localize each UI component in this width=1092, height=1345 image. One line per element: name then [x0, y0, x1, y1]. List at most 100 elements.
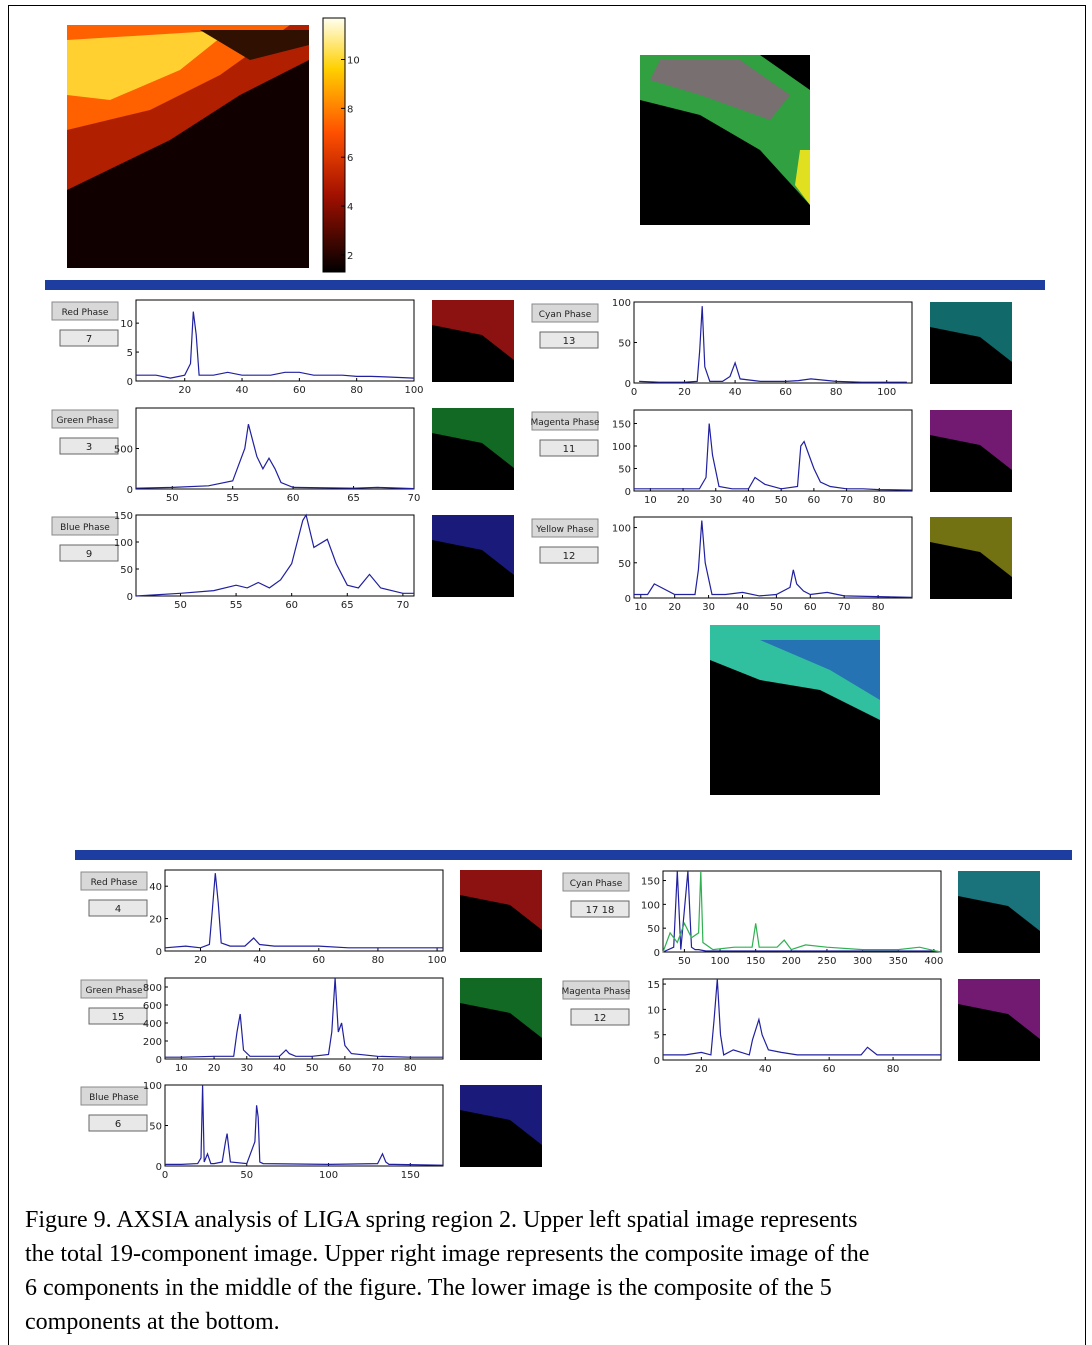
y-tick-label: 50 [618, 339, 631, 350]
phase-button [531, 518, 599, 538]
x-tick-label: 60 [312, 955, 325, 966]
y-tick-label: 10 [647, 1005, 660, 1016]
component-number: 6 [115, 1119, 121, 1130]
y-tick-label: 0 [127, 592, 133, 603]
y-tick-label: 100 [114, 538, 133, 549]
plot-area [633, 301, 913, 384]
phase-button-label: Magenta Phase [561, 987, 630, 997]
caption-line: Figure 9. AXSIA analysis of LIGA spring … [25, 1207, 858, 1233]
phase-button-label: Cyan Phase [570, 879, 623, 889]
figure-frame [8, 5, 1086, 1345]
x-tick-label: 70 [840, 495, 853, 506]
phase-button [80, 1086, 148, 1106]
spectrum-line [164, 873, 443, 949]
phase-button [531, 411, 599, 431]
x-tick-label: 30 [240, 1063, 253, 1074]
component-number: 12 [594, 1013, 607, 1024]
phase-image-band [460, 978, 542, 1038]
caption-line: the total 19-component image. Upper righ… [25, 1241, 870, 1267]
y-tick-label: 100 [143, 1081, 162, 1092]
component-box [88, 899, 148, 917]
x-tick-label: 50 [306, 1063, 319, 1074]
y-tick-label: 100 [641, 900, 660, 911]
x-tick-label: 100 [428, 955, 447, 966]
x-tick-label: 60 [293, 385, 306, 396]
phase-button [51, 409, 119, 429]
x-tick-label: 50 [775, 495, 788, 506]
phase-button-label: Green Phase [57, 416, 114, 426]
plot-area [662, 870, 942, 953]
y-tick-label: 0 [156, 1055, 162, 1066]
phase-button-label: Green Phase [86, 986, 143, 996]
x-tick-label: 60 [823, 1064, 836, 1075]
x-tick-label: 40 [729, 387, 742, 398]
y-tick-label: 500 [114, 445, 133, 456]
phase-button-label: Magenta Phase [530, 418, 599, 428]
x-tick-label: 100 [877, 387, 896, 398]
x-tick-label: 50 [240, 1170, 253, 1181]
y-tick-label: 100 [612, 298, 631, 309]
phase-button-label: Blue Phase [89, 1093, 139, 1103]
x-tick-label: 80 [372, 955, 385, 966]
y-tick-label: 5 [127, 348, 133, 359]
phase-image-band [930, 302, 1012, 362]
y-tick-label: 0 [625, 594, 631, 605]
phase-button [51, 301, 119, 321]
x-tick-label: 70 [408, 493, 421, 504]
colorbar-tick-label: 2 [347, 251, 353, 262]
y-tick-label: 50 [120, 565, 133, 576]
y-tick-label: 150 [114, 511, 133, 522]
x-tick-label: 60 [779, 387, 792, 398]
y-tick-label: 0 [654, 948, 660, 959]
component-box [88, 1114, 148, 1132]
x-tick-label: 10 [644, 495, 657, 506]
x-tick-label: 50 [174, 600, 187, 611]
y-tick-label: 200 [143, 1037, 162, 1048]
x-tick-label: 70 [371, 1063, 384, 1074]
y-tick-label: 10 [120, 319, 133, 330]
x-tick-label: 40 [273, 1063, 286, 1074]
x-tick-label: 400 [924, 956, 943, 967]
x-tick-label: 40 [236, 385, 249, 396]
composite-image-middle [710, 625, 880, 795]
separator [75, 850, 1072, 860]
y-tick-label: 50 [618, 465, 631, 476]
spectrum-line [663, 978, 941, 1056]
plot-area [662, 978, 942, 1061]
component-box [539, 546, 599, 564]
x-tick-label: 65 [341, 600, 354, 611]
spectrum-line [135, 424, 415, 490]
x-tick-label: 60 [808, 495, 821, 506]
caption-line: components at the bottom. [25, 1309, 280, 1335]
x-tick-label: 100 [319, 1170, 338, 1181]
plot-area [164, 977, 444, 1060]
phase-image-band [460, 870, 542, 930]
component-number: 13 [563, 336, 576, 347]
x-tick-label: 40 [253, 955, 266, 966]
y-tick-label: 150 [641, 877, 660, 888]
x-tick-label: 100 [404, 385, 423, 396]
colorbar-tick-label: 4 [347, 202, 353, 213]
x-tick-label: 150 [746, 956, 765, 967]
spectrum-line [662, 870, 942, 953]
phase-image-band [930, 517, 1012, 577]
colorbar-tick-label: 10 [347, 56, 360, 67]
x-tick-label: 100 [710, 956, 729, 967]
x-tick-label: 150 [401, 1170, 420, 1181]
x-tick-label: 300 [853, 956, 872, 967]
x-tick-label: 30 [702, 602, 715, 613]
x-tick-label: 80 [873, 495, 886, 506]
x-tick-label: 40 [742, 495, 755, 506]
phase-image-band [958, 979, 1040, 1039]
x-tick-label: 80 [887, 1064, 900, 1075]
spectrum-line [135, 513, 414, 597]
y-tick-label: 5 [654, 1031, 660, 1042]
component-number: 3 [86, 442, 92, 453]
phase-button [531, 303, 599, 323]
colorbar-tick-label: 8 [347, 104, 353, 115]
x-tick-label: 40 [759, 1064, 772, 1075]
spectrum-line [634, 520, 913, 598]
plot-area [633, 516, 913, 599]
x-tick-label: 20 [695, 1064, 708, 1075]
component-number: 15 [112, 1012, 125, 1023]
